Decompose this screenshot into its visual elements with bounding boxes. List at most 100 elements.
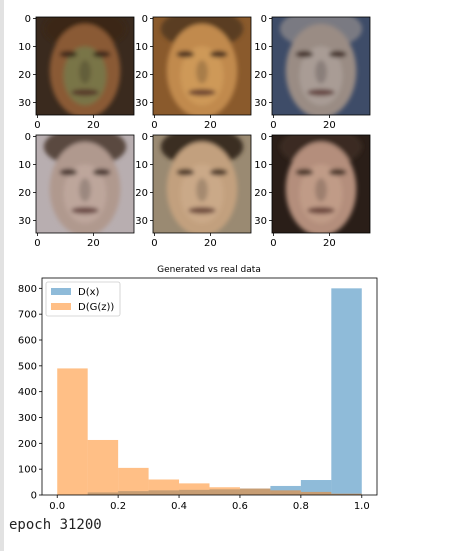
- face-eye-right: [328, 50, 347, 58]
- y-tick-label: 30: [135, 98, 148, 109]
- x-tick-label: 0: [270, 238, 276, 249]
- bar: [331, 493, 362, 495]
- chart-title: Generated vs real data: [157, 265, 261, 275]
- y-tick-label: 30: [135, 216, 148, 227]
- image-frame: [152, 134, 252, 234]
- bar: [239, 488, 271, 495]
- y-tick-label: 200: [18, 439, 37, 450]
- plot-frame: [41, 277, 378, 496]
- y-tick-label: 300: [18, 413, 37, 424]
- y-tick-label: 0: [261, 132, 267, 143]
- y-tick-label: 500: [18, 361, 37, 372]
- y-tick-label: 10: [135, 42, 148, 53]
- face-eye-right: [92, 168, 111, 176]
- face-nose: [315, 60, 327, 84]
- face-eye-right: [209, 168, 228, 176]
- face-nose: [196, 178, 208, 202]
- x-tick-label: 20: [87, 238, 100, 249]
- bar: [87, 439, 119, 495]
- legend-swatch: [51, 288, 71, 295]
- face-nose: [79, 178, 91, 202]
- y-tick-label: 20: [135, 188, 148, 199]
- y-tick-label: 10: [254, 42, 267, 53]
- legend-label: D(x): [78, 287, 100, 298]
- face-eye-left: [176, 50, 195, 58]
- cell-gutter: [0, 0, 4, 551]
- image-frame: [271, 16, 371, 116]
- x-tick-label: 1.0: [354, 501, 370, 512]
- bar: [270, 490, 301, 495]
- y-tick-label: 800: [18, 284, 37, 295]
- x-tick-label: 20: [204, 238, 217, 249]
- series-generated: [57, 368, 362, 495]
- y-tick-label: 0: [25, 132, 31, 143]
- x-tick-label: 0: [34, 120, 40, 131]
- face-mouth: [71, 89, 99, 96]
- bar: [57, 368, 88, 495]
- y-tick-label: 0: [31, 491, 37, 502]
- bar: [300, 491, 332, 495]
- bar: [331, 288, 362, 495]
- legend: D(x) D(G(z)): [45, 281, 121, 317]
- y-tick-label: 0: [25, 14, 31, 25]
- face-eye-right: [328, 168, 347, 176]
- image-frame: [152, 16, 252, 116]
- bar: [179, 483, 210, 495]
- y-tick-label: 10: [18, 42, 31, 53]
- face-mouth: [188, 207, 216, 214]
- x-tick-label: 0.6: [232, 501, 248, 512]
- x-tick-label: 20: [204, 120, 217, 131]
- image-frame: [35, 16, 135, 116]
- face-nose: [79, 60, 91, 84]
- x-tick-label: 0: [270, 120, 276, 131]
- x-tick-label: 20: [323, 120, 336, 131]
- y-tick-label: 20: [254, 70, 267, 81]
- x-tick-label: 0: [151, 120, 157, 131]
- x-tick-label: 0.0: [49, 501, 65, 512]
- y-tick-label: 400: [18, 387, 37, 398]
- x-tick-label: 20: [87, 120, 100, 131]
- face-nose: [196, 60, 208, 84]
- x-tick-label: 0: [34, 238, 40, 249]
- y-tick-label: 10: [135, 160, 148, 171]
- y-tick-label: 20: [18, 70, 31, 81]
- y-tick-label: 30: [18, 98, 31, 109]
- x-tick-label: 0.2: [110, 501, 126, 512]
- y-tick-label: 20: [254, 188, 267, 199]
- face-eye-right: [209, 50, 228, 58]
- legend-label: D(G(z)): [78, 302, 114, 313]
- histogram: Generated vs real data 0 100 200 300 400 500 6…: [18, 265, 378, 512]
- bar: [148, 479, 180, 495]
- face-mouth: [307, 89, 335, 96]
- face-eye-left: [295, 50, 314, 58]
- y-tick-label: 600: [18, 336, 37, 347]
- x-tick-label: 0: [151, 238, 157, 249]
- y-tick-label: 0: [142, 14, 148, 25]
- face-eye-left: [59, 50, 78, 58]
- face-mouth: [307, 207, 335, 214]
- y-tick-label: 100: [18, 465, 37, 476]
- y-tick-label: 0: [142, 132, 148, 143]
- epoch-log: epoch 31200: [9, 517, 102, 533]
- bar: [209, 487, 240, 495]
- x-tick-label: 20: [323, 238, 336, 249]
- x-tick-label: 0.4: [171, 501, 187, 512]
- legend-swatch: [51, 303, 71, 310]
- face-eye-left: [176, 168, 195, 176]
- y-tick-label: 30: [18, 216, 31, 227]
- bar: [300, 480, 332, 495]
- y-tick-label: 10: [254, 160, 267, 171]
- image-frame: [271, 134, 371, 234]
- y-tick-label: 30: [254, 216, 267, 227]
- y-tick-label: 30: [254, 98, 267, 109]
- bar: [118, 467, 149, 495]
- y-tick-label: 20: [18, 188, 31, 199]
- x-tick-label: 0.8: [293, 501, 309, 512]
- face-nose: [315, 178, 327, 202]
